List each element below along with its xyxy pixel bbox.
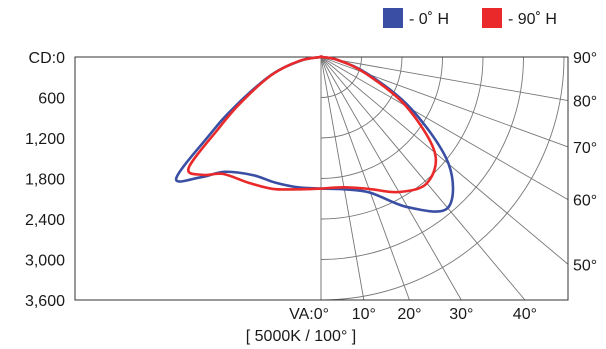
series-layer	[174, 55, 455, 213]
grid-ray-50	[320, 56, 569, 265]
grid-ray-10	[320, 56, 365, 301]
axis-labels: CD:0 600 1,200 1,800 2,400 3,000 3,600 VA:0° 10°…	[25, 50, 597, 323]
angle-label-right: 70°	[573, 140, 597, 157]
radial-tick-label: 1,200	[25, 131, 65, 148]
grid-ring-6	[320, 56, 565, 301]
angle-label-right: 60°	[573, 193, 597, 210]
radial-tick-label: 1,800	[25, 172, 65, 189]
grid-ray-40	[320, 56, 526, 301]
angle-label-bottom: 30°	[449, 306, 473, 323]
legend-label-0h: - 0˚ H	[409, 11, 449, 28]
legend-label-90h: - 90˚ H	[508, 11, 557, 28]
legend-swatch-0h	[383, 8, 403, 28]
radial-tick-label: 600	[38, 91, 65, 108]
grid-ray-60	[320, 56, 569, 200]
legend-swatch-90h	[482, 8, 502, 28]
chart-caption: [ 5000K / 100° ]	[246, 328, 356, 345]
radial-tick-label: 3,000	[25, 253, 65, 270]
grid-ring-5	[320, 56, 524, 260]
series-line-90h	[186, 55, 438, 194]
angle-label-bottom: VA:0°	[289, 306, 329, 323]
grid-ray-30	[320, 56, 462, 301]
grid-ray-70	[320, 56, 569, 148]
chart-grid	[320, 56, 569, 301]
radial-tick-label: CD:0	[29, 50, 66, 67]
angle-label-bottom: 10°	[352, 306, 376, 323]
radial-tick-label: 3,600	[25, 293, 65, 310]
grid-ring-3	[320, 56, 443, 179]
angle-label-right: 50°	[573, 257, 597, 274]
radial-tick-label: 2,400	[25, 212, 65, 229]
grid-ray-20	[320, 56, 410, 301]
angle-label-right: 90°	[573, 50, 597, 67]
legend: - 0˚ H - 90˚ H	[383, 8, 557, 28]
angle-label-bottom: 40°	[513, 306, 537, 323]
angle-label-right: 80°	[573, 94, 597, 111]
grid-ring-4	[320, 56, 484, 220]
grid-ring-2	[320, 56, 403, 139]
grid-ray-80	[320, 56, 569, 101]
angle-label-bottom: 20°	[397, 306, 421, 323]
